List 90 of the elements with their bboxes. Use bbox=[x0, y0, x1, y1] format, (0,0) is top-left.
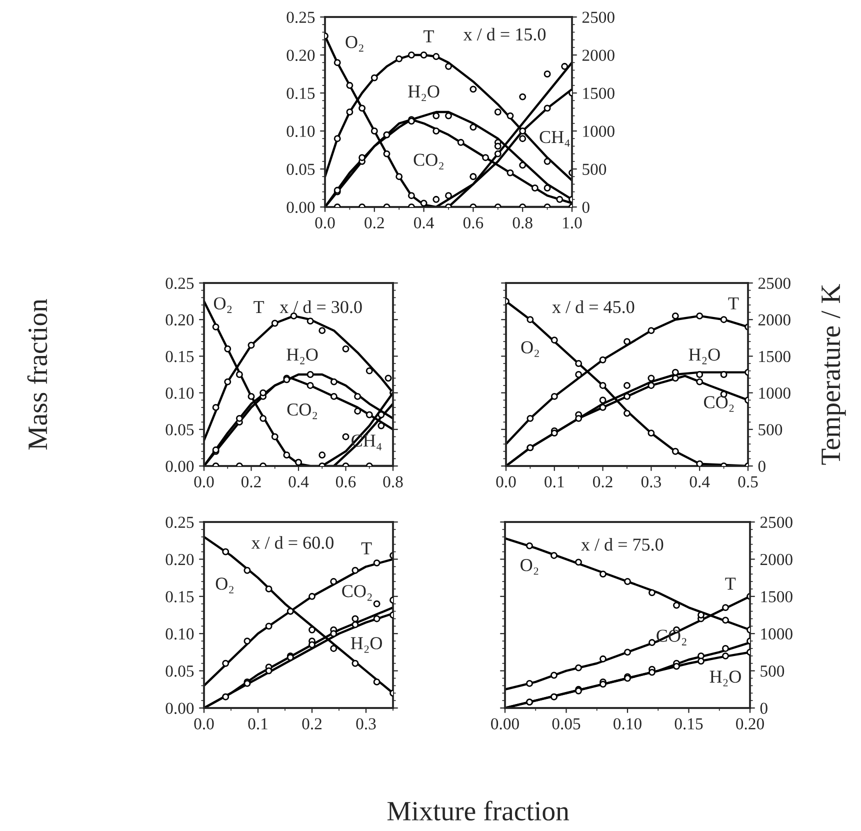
y2-tick-label: 2000 bbox=[582, 50, 614, 61]
y-tick-label: 0.25 bbox=[166, 516, 194, 528]
x-tick-label: 0.3 bbox=[641, 476, 661, 488]
x-tick-label: 0.2 bbox=[302, 718, 322, 730]
annotation: H₂O bbox=[350, 637, 382, 653]
y2-tick-label: 0 bbox=[760, 702, 768, 714]
x-tick-label: 0.20 bbox=[736, 718, 764, 730]
y2-tick-label: 500 bbox=[758, 424, 782, 436]
x-tick-label: 0.6 bbox=[463, 217, 484, 229]
y-tick-label: 0.10 bbox=[166, 628, 194, 640]
y2-tick-label: 1500 bbox=[761, 591, 792, 602]
text: x / d = 75.0 bbox=[581, 538, 664, 551]
y-tick-label: 0.20 bbox=[166, 314, 194, 326]
annotation: T bbox=[361, 542, 372, 554]
x-tick-label: 0.05 bbox=[552, 718, 580, 730]
y2-tick-label: 500 bbox=[582, 164, 606, 175]
y-tick-label: 0.20 bbox=[166, 554, 194, 566]
x-tick-label: 0.00 bbox=[491, 718, 519, 730]
x-tick-label: 0.15 bbox=[674, 718, 703, 730]
x-tick-label: 0.4 bbox=[690, 476, 710, 488]
x-tick-label: 0.3 bbox=[356, 718, 376, 730]
x-tick-label: 0.0 bbox=[315, 217, 335, 229]
y-tick-label: 0.00 bbox=[166, 702, 194, 714]
annotation: H₂O bbox=[408, 85, 440, 102]
x-tick-label: 0.5 bbox=[738, 476, 758, 488]
y-tick-label: 0.25 bbox=[286, 12, 315, 24]
x-tick-label: 0.8 bbox=[512, 217, 532, 229]
y-tick-label: 0.15 bbox=[286, 88, 315, 100]
y-axis-title: Mass fraction bbox=[27, 298, 48, 450]
y-tick-label: 0.20 bbox=[286, 50, 315, 62]
annotation: T bbox=[728, 297, 739, 310]
annotation: T bbox=[424, 30, 434, 42]
x-axis-title: Mixture fraction bbox=[387, 800, 570, 821]
y2-tick-label: 1000 bbox=[583, 126, 614, 137]
y2-tick-label: 1500 bbox=[759, 350, 790, 362]
annotation: CO₂ bbox=[704, 396, 734, 412]
y2-tick-label: 1500 bbox=[583, 88, 614, 99]
y-tick-label: 0.05 bbox=[166, 424, 194, 436]
annotation: H₂O bbox=[710, 670, 741, 686]
annotation: CO₂ bbox=[414, 154, 444, 170]
y2-tick-label: 1000 bbox=[759, 388, 790, 399]
y2-tick-label: 2000 bbox=[758, 314, 790, 326]
y-tick-label: 0.00 bbox=[166, 460, 194, 472]
annotation: O₂ bbox=[521, 341, 539, 357]
x-tick-label: 1.0 bbox=[563, 217, 582, 229]
y-tick-label: 0.00 bbox=[286, 202, 315, 214]
y2-tick-label: 2500 bbox=[760, 516, 792, 528]
annotation: O₂ bbox=[520, 559, 538, 575]
annotation: T bbox=[254, 301, 264, 313]
x-tick-label: 0.2 bbox=[364, 217, 384, 229]
annotation: T bbox=[725, 578, 736, 590]
text: x / d = 45.0 bbox=[552, 300, 634, 314]
text: x / d = 60.0 bbox=[251, 536, 334, 549]
annotation: O₂ bbox=[216, 578, 234, 594]
text: x / d = 30.0 bbox=[280, 300, 362, 314]
x-tick-label: 0.0 bbox=[496, 476, 516, 488]
y-tick-label: 0.10 bbox=[286, 126, 315, 138]
annotation: H₂O bbox=[286, 348, 318, 364]
y2-tick-label: 2500 bbox=[582, 12, 614, 23]
y-tick-label: 0.15 bbox=[166, 591, 194, 602]
x-tick-label: 0.0 bbox=[194, 476, 214, 488]
y2-tick-label: 0 bbox=[582, 202, 590, 213]
x-tick-label: 0.6 bbox=[336, 476, 356, 488]
y-tick-label: 0.05 bbox=[286, 164, 315, 176]
x-tick-label: 0.1 bbox=[544, 476, 564, 488]
y2-tick-label: 500 bbox=[760, 666, 784, 677]
x-tick-label: 0.8 bbox=[383, 476, 403, 488]
y-tick-label: 0.05 bbox=[166, 666, 194, 677]
y2-tick-label: 2000 bbox=[760, 554, 792, 566]
chart-title: x / d = 15.0 bbox=[463, 28, 546, 41]
x-tick-label: 0.4 bbox=[288, 476, 309, 488]
y2-axis-title: Temperature / K bbox=[822, 284, 846, 465]
x-tick-label: 0.0 bbox=[194, 718, 214, 730]
x-tick-label: 0.2 bbox=[241, 476, 261, 488]
x-tick-label: 0.1 bbox=[248, 718, 268, 730]
annotation: O₂ bbox=[346, 36, 364, 52]
annotation: CO₂ bbox=[342, 585, 372, 601]
y2-tick-label: 0 bbox=[758, 460, 766, 472]
y-tick-label: 0.25 bbox=[166, 278, 194, 290]
annotation: CH₄ bbox=[540, 130, 570, 147]
annotation: O₂ bbox=[214, 297, 232, 313]
y-tick-label: 0.15 bbox=[166, 350, 194, 362]
y2-tick-label: 1000 bbox=[761, 628, 792, 640]
annotation: H₂O bbox=[688, 348, 720, 364]
y-tick-label: 0.10 bbox=[166, 388, 194, 399]
x-tick-label: 0.10 bbox=[614, 718, 642, 730]
x-tick-label: 0.4 bbox=[414, 217, 434, 229]
annotation: CO₂ bbox=[287, 403, 317, 420]
y2-tick-label: 2500 bbox=[758, 278, 790, 289]
x-tick-label: 0.2 bbox=[593, 476, 612, 488]
